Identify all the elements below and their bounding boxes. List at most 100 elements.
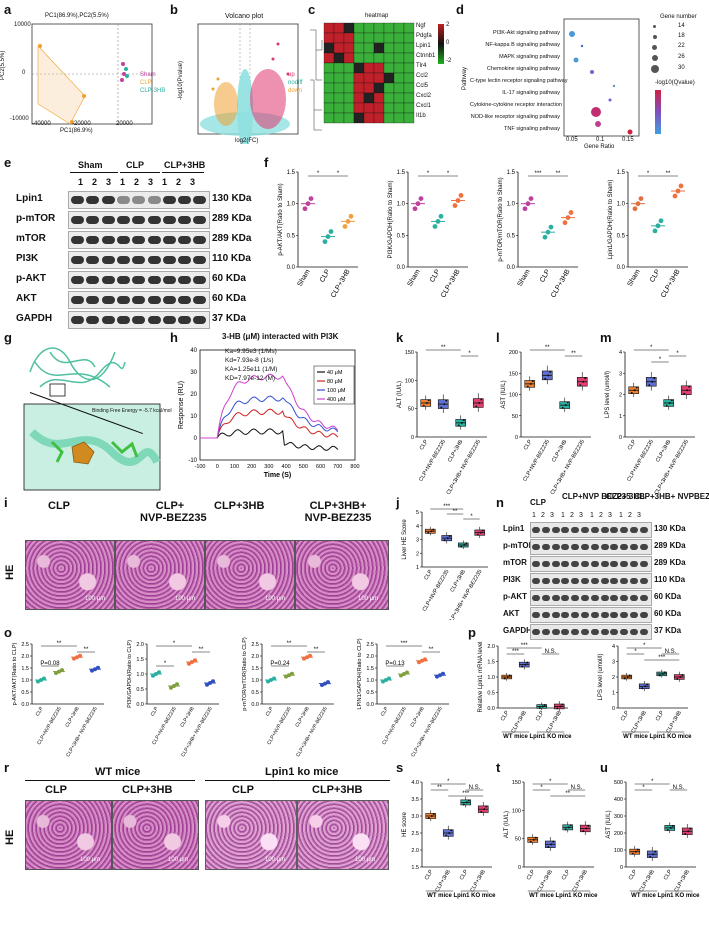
data-point	[561, 406, 564, 409]
panel-letter-e: e	[4, 155, 12, 170]
wb-band	[116, 276, 130, 284]
wb-band	[590, 527, 599, 533]
heatmap-cell	[353, 92, 365, 104]
data-point	[582, 830, 585, 833]
data-point	[480, 398, 483, 401]
heatmap-cell	[383, 72, 395, 84]
data-point	[438, 213, 444, 219]
heatmap-cell	[333, 72, 345, 84]
wb-band	[132, 196, 146, 204]
kegg-xtick: 0.15	[622, 137, 634, 143]
heatmap-cell	[373, 42, 385, 54]
wb-protein-label: p-mTOR	[503, 541, 535, 550]
y-tick-label: 10	[190, 414, 197, 420]
wb-lane-number: 1	[78, 177, 84, 187]
y-axis-label: Response (RU)	[178, 381, 185, 429]
heatmap-cell	[393, 22, 405, 34]
he-r-label: CLP	[45, 784, 67, 796]
wb-band	[532, 561, 540, 567]
heatmap-cell	[333, 22, 345, 34]
he-r-group: WT mice	[95, 766, 141, 778]
spr-title: 3-HB (μM) interacted with PI3K	[222, 332, 339, 341]
data-point	[544, 377, 547, 380]
wb-band-row	[530, 573, 652, 589]
heatmap-cell	[403, 82, 415, 94]
wb-band	[193, 196, 207, 204]
sig-label: *	[337, 171, 340, 177]
wb-band-row	[68, 271, 210, 289]
scalebar-label: 100 μm	[168, 857, 189, 863]
x-tick-label: Sham	[627, 268, 642, 287]
volcano-legend-item: down	[288, 88, 303, 94]
y-axis-label: p-mTOR/mTOR(Ratio to Sham)	[498, 177, 504, 261]
heatmap-cell	[393, 32, 405, 44]
x-tick-label: CLP+3HB	[551, 439, 569, 464]
data-point	[462, 803, 465, 806]
heatmap-cell	[353, 82, 365, 94]
wb-band	[610, 544, 619, 550]
y-tick-label: 0.5	[21, 690, 29, 696]
kegg-pathway-name: NF-kappa B signaling pathway	[485, 42, 560, 48]
wb-band	[600, 561, 609, 567]
he-r-label: CLP+3HB	[122, 784, 173, 796]
wb-size-label: 289 KDa	[212, 233, 252, 244]
wb-protein-label: GAPDH	[503, 626, 532, 635]
wb-band	[178, 256, 192, 264]
data-point	[302, 206, 308, 212]
kegg-bubble-plot	[563, 18, 640, 137]
wb-band-row	[68, 291, 210, 309]
data-point	[561, 703, 564, 706]
y-tick-label: 50	[408, 407, 414, 413]
heatmap-cell	[353, 42, 365, 54]
panel-letter-k: k	[396, 330, 404, 345]
wb-band	[551, 595, 560, 601]
x-tick-label: 0	[216, 464, 219, 470]
legend-label: 100 μM	[327, 388, 346, 394]
y-axis-label: AST (IU/L)	[501, 380, 507, 408]
x-tick-label: 600	[316, 464, 325, 470]
wb-lane-number: 2	[176, 177, 182, 187]
wb-band	[610, 612, 619, 618]
kegg-qvalue-title: -log10(Qvalue)	[655, 80, 695, 86]
kegg-xtick: 0.05	[566, 137, 578, 143]
heatmap-cell	[333, 102, 345, 114]
wb-band	[620, 527, 629, 533]
wb-band	[561, 595, 570, 601]
y-tick-label: 1.0	[251, 678, 259, 684]
data-point	[480, 810, 483, 813]
heatmap-cell	[373, 32, 385, 44]
x-tick-label: Sham	[407, 268, 422, 287]
panel-letter-l: l	[496, 330, 500, 345]
sig-label: **	[199, 647, 204, 653]
pca-xlabel: PC1(86.9%)	[60, 128, 93, 134]
wb-band	[162, 196, 176, 204]
data-point	[654, 850, 657, 853]
wb-band	[600, 595, 609, 601]
panel-letter-d: d	[456, 2, 464, 17]
x-tick-label: CLP+3HB+ NVP-BEZ235	[550, 439, 586, 496]
heatmap-cell	[383, 52, 395, 64]
data-point	[652, 853, 655, 856]
data-point	[679, 676, 682, 678]
y-tick-label: 100	[405, 378, 414, 384]
spr-curve	[200, 373, 339, 439]
heatmap-title: heatmap	[365, 13, 389, 19]
wb-band	[116, 236, 130, 244]
x-tick-label: CLP	[526, 869, 537, 882]
pca-legend-item: CLP	[140, 80, 152, 86]
wb-band	[193, 296, 207, 304]
group-label: WT mice	[427, 893, 452, 899]
wb-band	[86, 216, 100, 224]
heatmap-cell	[393, 52, 405, 64]
sig-label: *	[447, 171, 450, 177]
legend-label: 400 μM	[327, 397, 346, 403]
wb-band	[193, 316, 207, 324]
wb-band	[86, 196, 100, 204]
sig-label: **	[556, 171, 561, 177]
wb-band	[571, 544, 580, 550]
pca-xtick: -20000	[72, 121, 91, 127]
x-tick-label: CLP	[655, 710, 666, 723]
kegg-qvalue-colorbar	[655, 90, 661, 134]
data-point	[661, 672, 664, 675]
